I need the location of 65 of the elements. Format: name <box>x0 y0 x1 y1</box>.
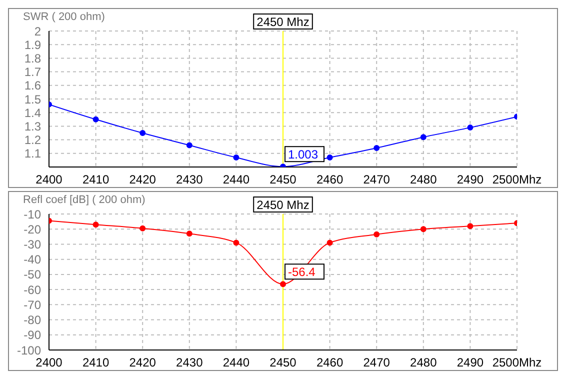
x-tick-label: 2490 <box>456 172 484 187</box>
y-tick-label: 1.2 <box>24 133 42 148</box>
point <box>186 142 192 148</box>
annotation: -56.4 <box>288 265 316 280</box>
point <box>92 222 99 228</box>
y-tick-label: 2 <box>34 24 42 38</box>
x-tick-label: 2500Mhz <box>492 172 542 187</box>
x-tick-label: 2500Mhz <box>492 356 542 370</box>
y-axis-title: Refl coef [dB] ( 200 ohm) <box>23 194 146 206</box>
point <box>467 124 474 131</box>
x-tick-label: 2470 <box>363 356 390 370</box>
y-tick-label: -60 <box>24 282 42 297</box>
y-tick-label: -90 <box>24 328 42 342</box>
y-tick-label: -100 <box>16 343 42 358</box>
y-tick-label: -40 <box>24 252 42 267</box>
point <box>420 134 426 140</box>
y-tick-label: 1.4 <box>24 106 42 120</box>
y-tick-label: -20 <box>24 222 42 236</box>
point <box>140 225 146 232</box>
y-tick-label: -70 <box>24 298 42 312</box>
y-tick-label: -50 <box>24 268 42 282</box>
x-tick-label: 2460 <box>316 172 344 187</box>
point <box>140 130 146 136</box>
x-tick-label: 2440 <box>222 356 250 370</box>
x-tick-label: 2480 <box>410 172 438 187</box>
x-tick-label: 2480 <box>410 356 438 370</box>
x-tick-label: 2470 <box>363 172 390 187</box>
x-tick-label: 2410 <box>82 172 110 187</box>
point <box>233 154 240 160</box>
point <box>374 231 380 238</box>
y-tick-label: 1.8 <box>24 51 42 66</box>
point <box>233 240 240 246</box>
x-tick-label: 2460 <box>316 356 344 370</box>
y-tick-label: -10 <box>24 207 42 222</box>
y-tick-label: 1.9 <box>24 38 42 52</box>
point <box>186 230 192 237</box>
point <box>374 144 380 151</box>
point <box>92 116 99 122</box>
y-tick-label: 1.7 <box>24 65 42 80</box>
y-tick-label: 1.5 <box>24 92 42 106</box>
y-axis-title: SWR ( 200 ohm) <box>23 11 105 23</box>
y-tick-label: -80 <box>24 313 42 328</box>
x-tick-label: 2400 <box>36 356 63 370</box>
x-tick-label: 2420 <box>129 356 156 370</box>
ref-line-label: 2450 Mhz <box>256 15 310 29</box>
ref-line-label: 2450 Mhz <box>256 198 310 212</box>
y-tick-label: 1.6 <box>24 78 42 93</box>
x-tick-label: 2430 <box>176 172 204 187</box>
y-tick-label: 1.1 <box>24 146 42 161</box>
x-tick-label: 2450 <box>270 356 297 370</box>
x-tick-label: 2450 <box>270 172 297 187</box>
x-tick-label: 2400 <box>36 172 63 187</box>
x-tick-label: 2410 <box>82 356 110 370</box>
point <box>467 223 474 230</box>
annotation: 1.003 <box>288 148 318 162</box>
x-tick-label: 2490 <box>456 356 484 370</box>
y-tick-label: 1.3 <box>24 119 42 134</box>
y-tick-label: -30 <box>24 237 42 252</box>
point <box>326 240 333 246</box>
x-tick-label: 2440 <box>222 172 250 187</box>
point <box>326 154 333 160</box>
point <box>280 281 286 288</box>
x-tick-label: 2430 <box>176 356 204 370</box>
x-tick-label: 2420 <box>129 172 156 187</box>
point <box>420 226 426 232</box>
